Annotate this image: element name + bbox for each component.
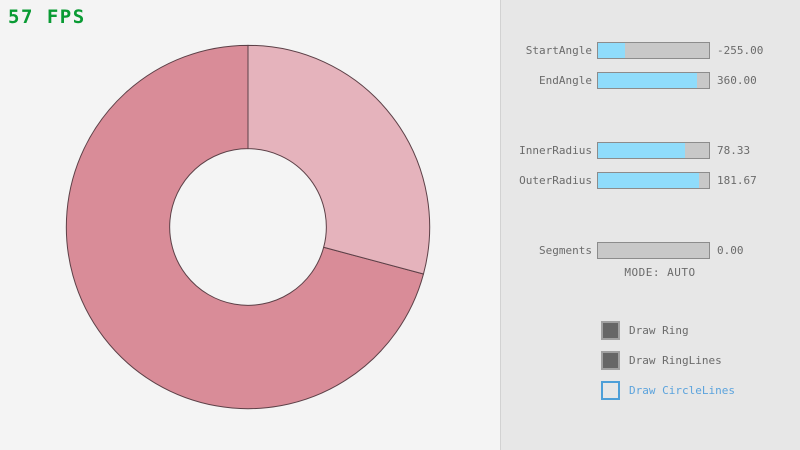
slider-fill bbox=[598, 142, 685, 158]
slider-label: StartAngle bbox=[525, 43, 592, 57]
slider-value: 181.67 bbox=[717, 173, 757, 187]
checkbox-row-draw-ring[interactable]: Draw Ring bbox=[601, 319, 689, 341]
checkbox-row-draw-circlelines[interactable]: Draw CircleLines bbox=[601, 379, 735, 401]
slider-track-outerradius[interactable] bbox=[597, 171, 710, 189]
slider-row-endangle: EndAngle 360.00 bbox=[501, 71, 800, 89]
checkbox-checked-icon[interactable] bbox=[601, 320, 620, 340]
fps-counter: 57 FPS bbox=[8, 6, 86, 28]
mode-label: MODE: AUTO bbox=[624, 266, 696, 279]
checkbox-label: Draw RingLines bbox=[629, 353, 722, 367]
checkbox-row-draw-ringlines[interactable]: Draw RingLines bbox=[601, 349, 722, 371]
slider-fill bbox=[598, 42, 625, 58]
donut-slice-2 bbox=[247, 44, 431, 275]
slider-label: InnerRadius bbox=[519, 143, 592, 157]
slider-label: OuterRadius bbox=[519, 173, 592, 187]
checkbox-unchecked-icon[interactable] bbox=[601, 380, 620, 400]
checkbox-label: Draw CircleLines bbox=[629, 383, 735, 397]
donut-chart bbox=[65, 44, 431, 410]
render-canvas[interactable]: 57 FPS bbox=[0, 0, 500, 450]
slider-label: Segments bbox=[539, 243, 592, 257]
slider-row-segments: Segments 0.00 bbox=[501, 241, 800, 259]
slider-row-outerradius: OuterRadius 181.67 bbox=[501, 171, 800, 189]
slider-label: EndAngle bbox=[539, 73, 592, 87]
donut-slice-1 bbox=[65, 44, 425, 410]
slider-track-innerradius[interactable] bbox=[597, 141, 710, 159]
slider-row-startangle: StartAngle -255.00 bbox=[501, 41, 800, 59]
slider-value: 360.00 bbox=[717, 73, 757, 87]
controls-panel: StartAngle -255.00 EndAngle 360.00 InnerRadi… bbox=[500, 0, 800, 450]
checkbox-checked-icon[interactable] bbox=[601, 350, 620, 370]
slider-row-innerradius: InnerRadius 78.33 bbox=[501, 141, 800, 159]
slider-track-segments[interactable] bbox=[597, 241, 710, 259]
slider-value: 0.00 bbox=[717, 243, 744, 257]
slider-track-startangle[interactable] bbox=[597, 41, 710, 59]
slider-value: -255.00 bbox=[717, 43, 764, 57]
slider-track-endangle[interactable] bbox=[597, 71, 710, 89]
slider-fill bbox=[598, 72, 697, 88]
slider-fill bbox=[598, 172, 699, 188]
checkbox-label: Draw Ring bbox=[629, 323, 689, 337]
slider-value: 78.33 bbox=[717, 143, 751, 157]
